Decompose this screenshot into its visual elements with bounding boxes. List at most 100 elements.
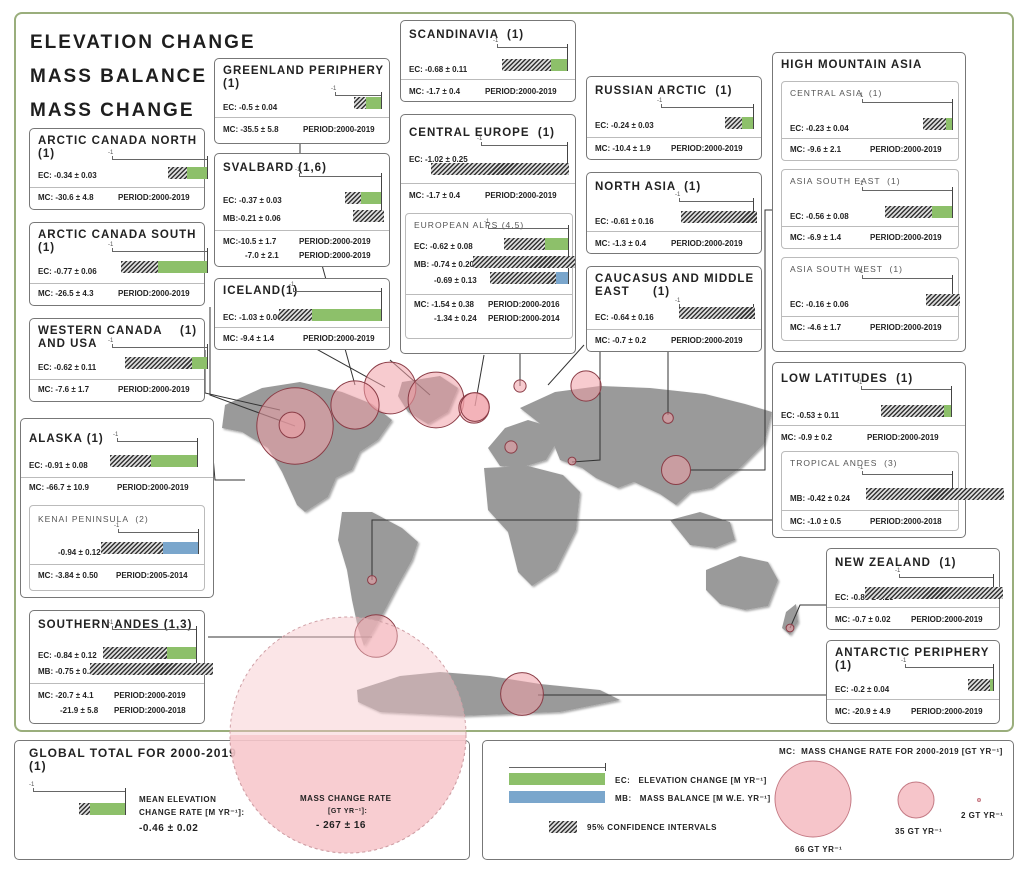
- ec-value: -1.03 ± 0.06: [239, 313, 282, 322]
- ec-value: -0.77 ± 0.06: [54, 267, 97, 276]
- mc-label: MC:: [790, 323, 806, 332]
- bar-axis-min-label: -1: [675, 192, 681, 198]
- region-north-asia: NORTH ASIA (1) EC: -0.61 ± 0.16 MC: -1.3…: [586, 172, 762, 254]
- bar-axis-tick: [117, 438, 118, 441]
- period-label: PERIOD:: [114, 706, 148, 715]
- ec-value: -0.37 ± 0.03: [239, 196, 282, 205]
- ec-ci-band: [345, 192, 361, 204]
- period-value: 2000-2019: [332, 237, 371, 246]
- ec-value: -0.68 ± 0.11: [425, 65, 468, 74]
- bar-axis: [679, 201, 753, 202]
- bar-axis: [112, 251, 207, 252]
- mc-value: -1.54 ± 0.38: [431, 300, 474, 309]
- ec-label: EC:: [223, 103, 237, 112]
- legend-size-35: 35 GT YR⁻¹: [895, 827, 943, 836]
- bar-axis-min-label: -1: [858, 181, 864, 187]
- global-mc-value: - 267 ± 16: [316, 820, 366, 831]
- ec-ci-band: [353, 97, 366, 109]
- subregion-name: ASIA SOUTH EAST: [790, 176, 881, 186]
- ec-value: -0.84 ± 0.12: [54, 651, 97, 660]
- mc-value: -30.6 ± 4.8: [55, 193, 94, 202]
- mc-label: MC:: [595, 239, 611, 248]
- bar-axis: [481, 145, 567, 146]
- ec-value: -0.64 ± 0.16: [611, 313, 654, 322]
- bar-axis-min-label: -1: [858, 465, 864, 471]
- legend-mc-text: MASS CHANGE RATE FOR 2000-2019 [GT YR⁻¹]: [801, 747, 1003, 756]
- bar-axis-zero: [753, 198, 754, 223]
- ec-label: EC:: [38, 267, 52, 276]
- bar-axis-min-label: -1: [108, 242, 114, 248]
- global-ref: (1): [29, 759, 47, 773]
- region-ref: (1,3): [163, 619, 193, 631]
- period-value: 2000-2019: [518, 87, 557, 96]
- ec-label: EC:: [835, 593, 849, 602]
- bar-axis-zero: [951, 386, 952, 417]
- bar-axis-tick: [488, 225, 489, 228]
- mc-value: -10.4 ± 1.9: [612, 144, 651, 153]
- mc-value: -35.5 ± 5.8: [240, 125, 279, 134]
- bar-axis-tick: [862, 275, 863, 278]
- mc-value: -4.6 ± 1.7: [807, 323, 842, 332]
- bar-axis-tick: [661, 104, 662, 107]
- region-iceland: ICELAND(1) EC: -1.03 ± 0.06 MC: -9.4 ± 1…: [214, 278, 390, 350]
- ec-ci-band: [885, 206, 932, 218]
- legend-box: EC: ELEVATION CHANGE [M YR⁻¹] MB: MASS B…: [482, 740, 1014, 860]
- mb-ci-band: [352, 210, 385, 222]
- subregion-ref: (2): [135, 514, 149, 524]
- bar-axis-zero: [993, 664, 994, 691]
- mc-label: MC:: [38, 193, 54, 202]
- bar-axis-zero: [381, 288, 382, 321]
- mb-value-2: -0.69 ± 0.13: [434, 276, 477, 285]
- mc-label: MC:: [595, 336, 611, 345]
- bar-axis-min-label: -1: [289, 282, 295, 288]
- ec-ci-band: [923, 118, 947, 130]
- mc-label: MC:: [29, 483, 45, 492]
- ec-label: EC:: [790, 212, 804, 221]
- period-label: PERIOD:: [488, 314, 522, 323]
- mb-value: -0.74 ± 0.20: [431, 260, 474, 269]
- region-central-europe: CENTRAL EUROPE (1) EC: -1.02 ± 0.25 MC: …: [400, 114, 576, 354]
- bar-axis-zero: [952, 275, 953, 306]
- period-label: PERIOD:: [671, 239, 705, 248]
- global-mc-label-1: MASS CHANGE RATE: [300, 794, 392, 803]
- mc-label: MC:: [790, 145, 806, 154]
- ec-value: -0.5 ± 0.04: [239, 103, 278, 112]
- period-value: 2000-2019: [704, 239, 743, 248]
- bar-axis-min-label: -1: [895, 568, 901, 574]
- region-ref: (1): [715, 85, 733, 97]
- legend-ec-swatch: [509, 773, 605, 785]
- region-ref: (1): [223, 78, 241, 90]
- bar-axis: [112, 629, 196, 630]
- legend-mb-swatch: [509, 791, 605, 803]
- region-name: SCANDINAVIA: [409, 29, 499, 41]
- period-value: 2000-2016: [521, 300, 560, 309]
- bar-axis-tick: [112, 626, 113, 629]
- ec-value: -0.53 ± 0.11: [797, 411, 840, 420]
- bar-axis-min-label: -1: [493, 38, 499, 44]
- mc-label: MC:: [223, 237, 239, 246]
- bar-axis-min-label: -1: [657, 98, 663, 104]
- bar-axis-tick: [905, 664, 906, 667]
- ec-label: EC:: [38, 171, 52, 180]
- ec-bar: [290, 309, 381, 321]
- global-total-box: GLOBAL TOTAL FOR 2000-2019 (1) MEAN ELEVA…: [14, 740, 470, 860]
- period-label: PERIOD:: [867, 433, 901, 442]
- ec-label: EC:: [409, 155, 423, 164]
- bar-axis-min-label: -1: [114, 523, 120, 529]
- ec-label: EC:: [38, 651, 52, 660]
- mc-label: MC:: [781, 433, 797, 442]
- region-name: LOW LATITUDES: [781, 373, 888, 385]
- period-label: PERIOD:: [303, 125, 337, 134]
- bar-axis: [118, 532, 198, 533]
- subregion-ref: (4,5): [501, 220, 525, 230]
- ec-ci-band: [967, 679, 991, 691]
- mc-label: MC:: [835, 707, 851, 716]
- region-name: NEW ZEALAND: [835, 557, 931, 569]
- legend-mc-label: MC:: [779, 747, 796, 756]
- bar-axis-min-label: -1: [477, 136, 483, 142]
- bar-axis: [899, 577, 993, 578]
- bar-axis-zero: [207, 344, 208, 369]
- subregion-kenai: KENAI PENINSULA (2) -0.94 ± 0.12 MC: -3.…: [29, 505, 205, 591]
- period-value: 2005-2014: [149, 571, 188, 580]
- ec-ci-band: [881, 405, 945, 417]
